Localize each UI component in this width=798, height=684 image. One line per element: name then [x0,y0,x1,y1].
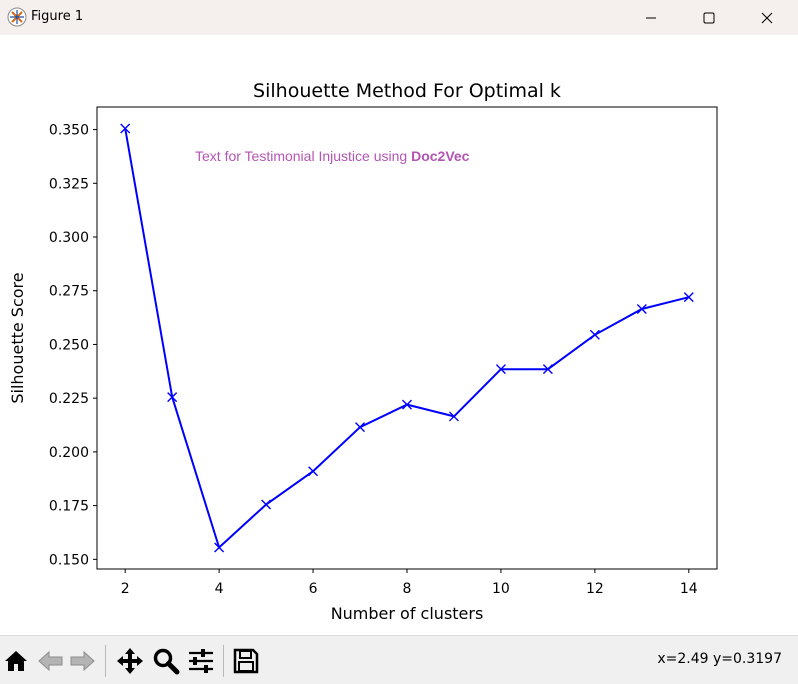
y-tick-label: 0.350 [49,123,89,139]
x-axis-label: Number of clusters [331,604,484,623]
x-tick-label: 14 [680,581,698,597]
minimize-button[interactable] [622,0,680,35]
pan-icon [117,648,143,674]
chart-title: Silhouette Method For Optimal k [253,80,561,102]
home-button[interactable] [1,646,31,676]
data-point-marker [308,466,319,477]
line-chart[interactable]: Silhouette Method For Optimal k 0.1500.1… [0,35,798,635]
window-titlebar: Figure 1 [0,0,798,35]
figure-app-icon [7,7,27,27]
data-point-marker [120,123,131,134]
cursor-coordinates: x=2.49 y=0.3197 [657,651,782,667]
toolbar-separator [105,645,106,677]
forward-icon [70,650,95,672]
x-tick-label: 12 [586,581,604,597]
y-tick-label: 0.150 [49,552,89,568]
maximize-button[interactable] [680,0,738,35]
data-point-marker [261,499,272,510]
x-tick-label: 8 [403,581,412,597]
figure-canvas[interactable] [0,35,798,635]
window-title: Figure 1 [31,9,84,24]
annotation-bold-text: Doc2Vec [411,148,470,164]
annotation-text: Text for Testimonial Injustice using [195,148,411,164]
data-point-marker [402,399,412,410]
x-tick-label: 2 [121,581,130,597]
zoom-icon [153,648,180,675]
data-point-marker [495,364,506,375]
close-button[interactable] [738,0,796,35]
y-tick-label: 0.225 [49,391,89,407]
home-icon [5,651,27,671]
y-tick-label: 0.250 [49,337,89,353]
save-button[interactable] [231,646,261,676]
configure-subplots-button[interactable] [186,646,216,676]
data-point-marker [167,392,178,403]
y-tick-label: 0.300 [49,230,89,246]
x-tick-label: 6 [309,581,318,597]
save-icon [233,648,259,674]
back-button[interactable] [36,646,66,676]
navigation-toolbar: x=2.49 y=0.3197 [0,635,798,684]
y-axis-ticks: 0.150 0.175 0.200 0.225 0.250 0.275 0.300 0.325… [49,123,97,568]
y-tick-label: 0.275 [49,284,89,300]
data-point-marker [589,329,600,340]
pan-button[interactable] [115,646,145,676]
plot-frame [96,106,718,570]
series-group [120,123,694,553]
y-tick-label: 0.175 [49,499,89,515]
forward-button[interactable] [67,646,97,676]
data-point-marker [448,411,459,422]
back-icon [38,650,63,672]
x-axis-ticks: 2 4 6 8 10 12 14 [121,569,698,597]
y-tick-label: 0.200 [49,445,89,461]
y-axis-label: Silhouette Score [8,272,27,403]
x-tick-label: 10 [492,581,510,597]
y-tick-label: 0.325 [49,176,89,192]
zoom-button[interactable] [151,646,181,676]
x-tick-label: 4 [215,581,224,597]
toolbar-separator [223,645,224,677]
data-point-marker [355,422,366,433]
configure-subplots-icon [189,649,213,673]
maximize-icon [703,12,715,23]
chart-annotation: Text for Testimonial Injustice using Doc… [195,148,470,164]
series-line [124,128,690,550]
data-point-marker [683,292,694,303]
data-point-marker [542,364,553,375]
data-point-marker [214,542,225,553]
data-point-marker [636,303,647,314]
close-icon [761,12,773,23]
minimize-icon [646,17,656,18]
